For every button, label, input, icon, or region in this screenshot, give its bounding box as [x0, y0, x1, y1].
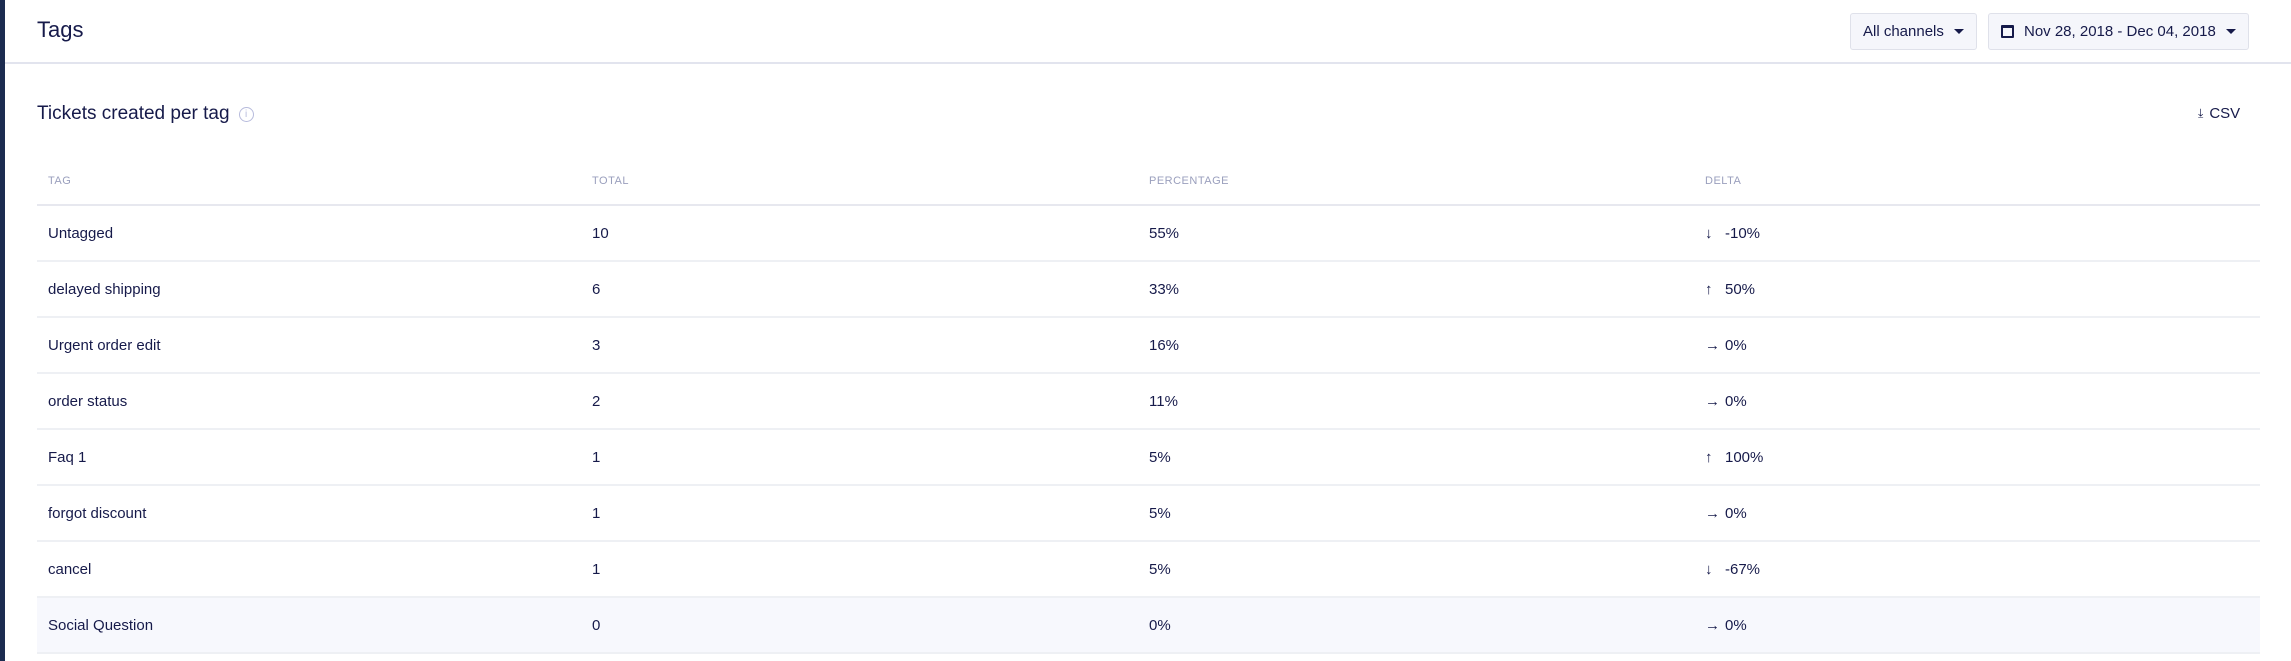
page-header: Tags All channels Nov 28, 2018 - Dec 04,… — [5, 0, 2291, 64]
arrow-right-icon: → — [1705, 336, 1720, 354]
section-title-text: Tickets created per tag — [37, 103, 230, 124]
arrow-right-icon: → — [1705, 616, 1720, 634]
delta-value: 0% — [1725, 336, 1747, 354]
total-cell: 0 — [592, 597, 1149, 654]
caret-down-icon — [1953, 29, 1964, 34]
date-range-label: Nov 28, 2018 - Dec 04, 2018 — [2024, 23, 2216, 40]
arrow-up-icon: ↑ — [1705, 448, 1713, 466]
tags-table: TAG TOTAL PERCENTAGE DELTA Untagged 10 5… — [37, 158, 2260, 654]
page-title: Tags — [37, 17, 84, 42]
percentage-cell: 5% — [1149, 429, 1705, 486]
percentage-cell: 16% — [1149, 317, 1705, 374]
arrow-right-icon: → — [1705, 504, 1720, 522]
table-row[interactable]: Untagged 10 55% ↓ -10% — [37, 205, 2260, 262]
percentage-cell: 5% — [1149, 541, 1705, 598]
arrow-down-icon: ↓ — [1705, 224, 1713, 242]
channel-filter-label: All channels — [1863, 23, 1944, 40]
delta-value: -67% — [1725, 560, 1761, 578]
tag-cell: cancel — [37, 541, 592, 598]
table-row[interactable]: forgot discount 1 5% → 0% — [37, 485, 2260, 542]
percentage-cell: 0% — [1149, 597, 1705, 654]
caret-down-icon — [2225, 29, 2236, 34]
tag-cell: Social Question — [37, 597, 592, 654]
delta-value: 50% — [1725, 280, 1756, 298]
download-icon: ⤓ — [2198, 106, 2204, 120]
section-title: Tickets created per tag i — [37, 103, 254, 125]
channel-filter-dropdown[interactable]: All channels — [1850, 13, 1977, 50]
sidebar-edge — [0, 0, 5, 661]
table-row[interactable]: order status 2 11% → 0% — [37, 373, 2260, 430]
delta-value: 0% — [1725, 392, 1747, 410]
delta-cell: ↑ 100% — [1705, 429, 2260, 486]
table-row[interactable]: delayed shipping 6 33% ↑ 50% — [37, 261, 2260, 318]
delta-cell: → 0% — [1705, 373, 2260, 430]
percentage-cell: 33% — [1149, 261, 1705, 318]
tag-cell: order status — [37, 373, 592, 430]
delta-cell: ↓ -10% — [1705, 205, 2260, 262]
column-header-total[interactable]: TOTAL — [592, 158, 1149, 206]
tag-cell: Urgent order edit — [37, 317, 592, 374]
delta-cell: → 0% — [1705, 597, 2260, 654]
tag-cell: forgot discount — [37, 485, 592, 542]
total-cell: 3 — [592, 317, 1149, 374]
total-cell: 1 — [592, 541, 1149, 598]
calendar-icon — [2001, 25, 2014, 38]
download-csv-button[interactable]: ⤓ CSV — [2198, 105, 2240, 122]
arrow-right-icon: → — [1705, 392, 1720, 410]
table-row[interactable]: Faq 1 1 5% ↑ 100% — [37, 429, 2260, 486]
delta-value: 0% — [1725, 616, 1747, 634]
column-header-tag[interactable]: TAG — [37, 158, 592, 206]
delta-value: 0% — [1725, 504, 1747, 522]
tag-cell: delayed shipping — [37, 261, 592, 318]
delta-cell: ↑ 50% — [1705, 261, 2260, 318]
delta-cell: ↓ -67% — [1705, 541, 2260, 598]
delta-value: -10% — [1725, 224, 1761, 242]
total-cell: 6 — [592, 261, 1149, 318]
info-icon[interactable]: i — [238, 106, 254, 122]
csv-label: CSV — [2209, 105, 2241, 122]
date-range-picker[interactable]: Nov 28, 2018 - Dec 04, 2018 — [1988, 13, 2249, 50]
tag-cell: Untagged — [37, 205, 592, 262]
total-cell: 1 — [592, 485, 1149, 542]
tag-cell: Faq 1 — [37, 429, 592, 486]
column-header-percentage[interactable]: PERCENTAGE — [1149, 158, 1705, 206]
total-cell: 10 — [592, 205, 1149, 262]
delta-cell: → 0% — [1705, 317, 2260, 374]
arrow-up-icon: ↑ — [1705, 280, 1713, 298]
percentage-cell: 55% — [1149, 205, 1705, 262]
table-row[interactable]: cancel 1 5% ↓ -67% — [37, 541, 2260, 598]
arrow-down-icon: ↓ — [1705, 560, 1713, 578]
delta-cell: → 0% — [1705, 485, 2260, 542]
column-header-delta[interactable]: DELTA — [1705, 158, 2260, 206]
percentage-cell: 11% — [1149, 373, 1705, 430]
table-row[interactable]: Social Question 0 0% → 0% — [37, 597, 2260, 654]
delta-value: 100% — [1725, 448, 1764, 466]
table-row[interactable]: Urgent order edit 3 16% → 0% — [37, 317, 2260, 374]
total-cell: 2 — [592, 373, 1149, 430]
percentage-cell: 5% — [1149, 485, 1705, 542]
total-cell: 1 — [592, 429, 1149, 486]
